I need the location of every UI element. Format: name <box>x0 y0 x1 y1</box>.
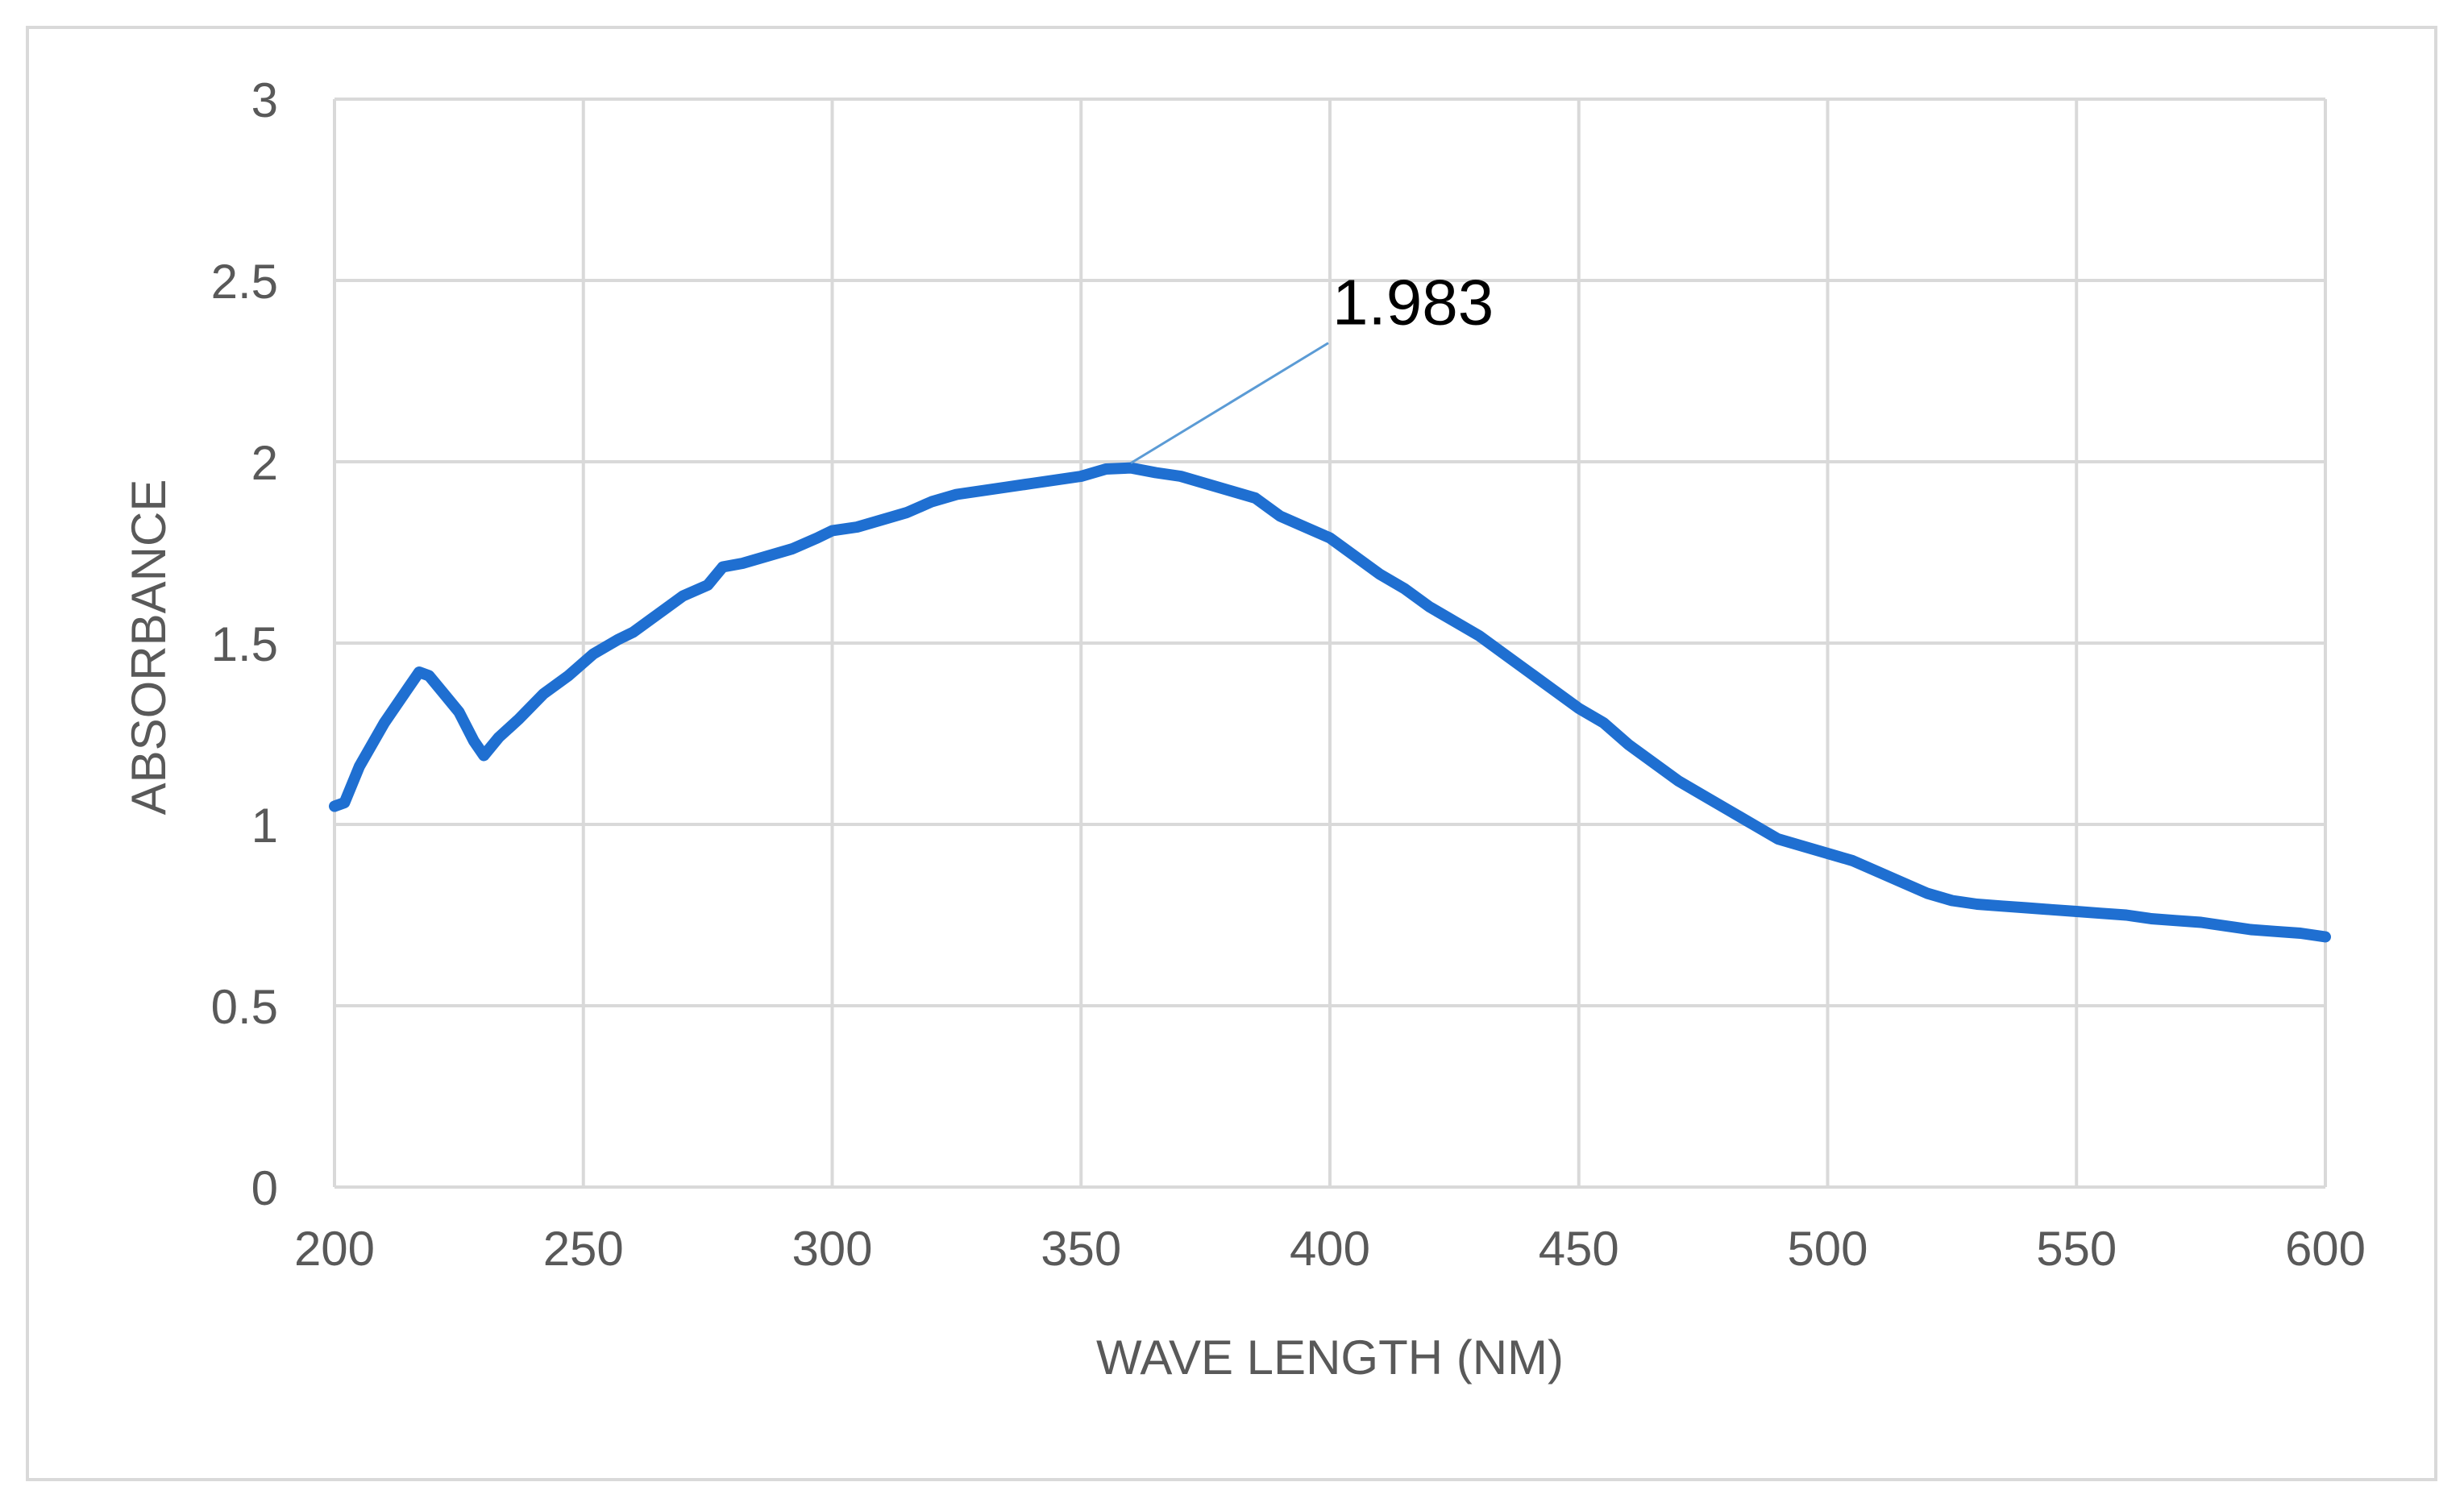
annotation-leader-line <box>1130 342 1329 464</box>
x-axis-title: WAVE LENGTH (NM) <box>1096 1331 1564 1385</box>
horizontal-gridlines <box>334 98 2325 1189</box>
x-tick-label-500: 500 <box>1787 1222 1868 1276</box>
absorbance-series-line <box>329 462 2331 943</box>
y-tick-label-5: 2.5 <box>211 255 278 309</box>
x-tick-label-250: 250 <box>543 1222 624 1276</box>
chart-frame <box>26 26 2437 1481</box>
y-tick-label-4: 2 <box>251 436 278 490</box>
y-axis-title: ABSORBANCE <box>122 480 176 816</box>
x-tick-label-200: 200 <box>294 1222 375 1276</box>
y-tick-label-0: 0 <box>251 1161 278 1215</box>
x-tick-label-600: 600 <box>2285 1222 2366 1276</box>
x-tick-label-450: 450 <box>1539 1222 1619 1276</box>
x-tick-labels: 200 250 300 350 400 450 500 550 600 <box>294 1222 2366 1276</box>
x-tick-label-400: 400 <box>1290 1222 1370 1276</box>
x-tick-label-350: 350 <box>1041 1222 1121 1276</box>
x-tick-label-300: 300 <box>792 1222 872 1276</box>
y-tick-label-3: 1.5 <box>211 617 278 671</box>
y-tick-label-6: 3 <box>251 73 278 127</box>
peak-data-label: 1.983 <box>1332 267 1494 338</box>
y-tick-label-1: 0.5 <box>211 980 278 1034</box>
x-tick-label-550: 550 <box>2036 1222 2117 1276</box>
y-tick-labels: 0 0.5 1 1.5 2 2.5 3 <box>211 73 278 1215</box>
y-tick-label-2: 1 <box>251 799 278 853</box>
